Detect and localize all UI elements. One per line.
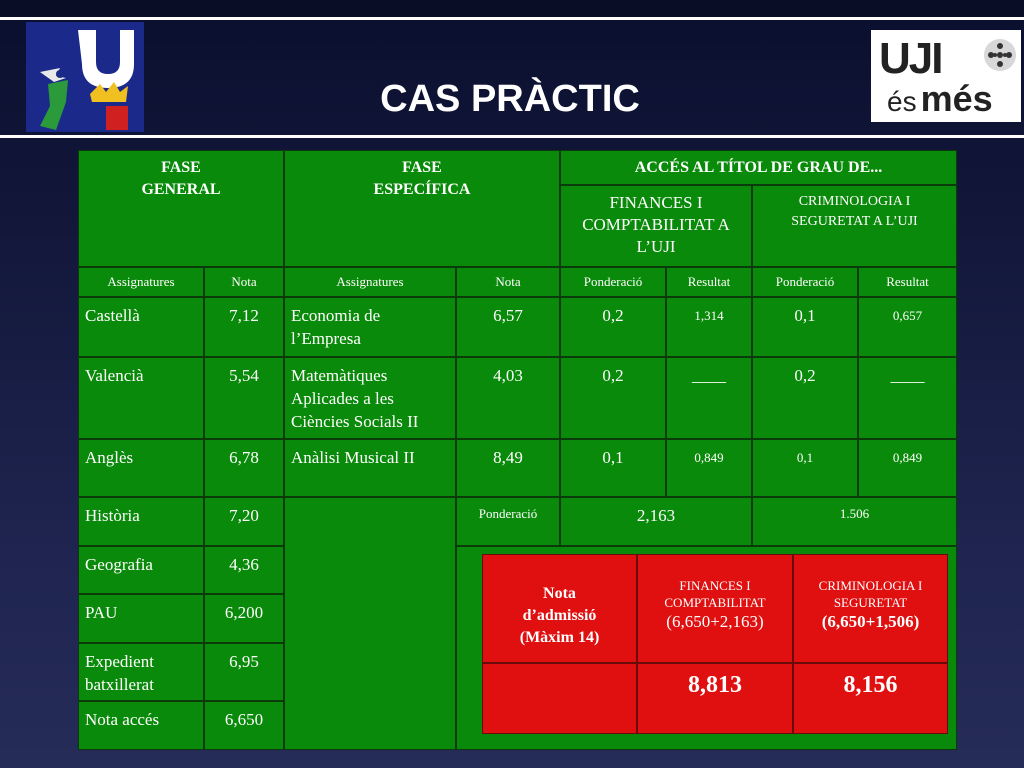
finances-ponderacio-3: 0,1 xyxy=(560,439,666,497)
plus-dots-icon xyxy=(984,39,1016,71)
subheader-ponderacio-criminologia: Ponderació xyxy=(752,267,858,297)
general-subject-1: Castellà xyxy=(78,297,204,357)
header-fase-general: FASE GENERAL xyxy=(78,150,284,267)
finances-resultat-1: 1,314 xyxy=(666,297,752,357)
header-acces: ACCÉS AL TÍTOL DE GRAU DE... xyxy=(560,150,957,185)
especifica-subject-3: Anàlisi Musical II xyxy=(284,439,456,497)
header-rule xyxy=(0,135,1024,138)
ponderacio-total-finances: 2,163 xyxy=(560,497,752,546)
page-title: CAS PRÀCTIC xyxy=(380,78,640,120)
admissio-criminologia-title: CRIMINOLOGIA I SEGURETAT xyxy=(818,578,923,610)
criminologia-ponderacio-1: 0,1 xyxy=(752,297,858,357)
subheader-assignatures-general: Assignatures xyxy=(78,267,204,297)
logo-text-uji: UJI xyxy=(879,34,944,83)
especifica-grade-2: 4,03 xyxy=(456,357,560,439)
general-grade-5: 4,36 xyxy=(204,546,284,594)
especifica-subject-1: Economia de l’Empresa xyxy=(284,297,456,357)
subheader-resultat-finances: Resultat xyxy=(666,267,752,297)
general-subject-5: Geografia xyxy=(78,546,204,594)
ponderacio-total-label: Ponderació xyxy=(456,497,560,546)
general-subject-2: Valencià xyxy=(78,357,204,439)
criminologia-ponderacio-2: 0,2 xyxy=(752,357,858,439)
logo-text-es-mes: és més xyxy=(887,78,993,119)
subheader-resultat-criminologia: Resultat xyxy=(858,267,957,297)
uji-es-mes-logo: UJI és més xyxy=(871,30,1021,122)
top-bar xyxy=(0,0,1024,18)
admissio-criminologia-header: CRIMINOLOGIA I SEGURETAT (6,650+1,506) xyxy=(793,554,948,663)
general-grade-1: 7,12 xyxy=(204,297,284,357)
header-criminologia: CRIMINOLOGIA I SEGURETAT A L’UJI xyxy=(752,185,957,267)
general-grade-2: 5,54 xyxy=(204,357,284,439)
subheader-assignatures-especifica: Assignatures xyxy=(284,267,456,297)
general-grade-3: 6,78 xyxy=(204,439,284,497)
especifica-grade-1: 6,57 xyxy=(456,297,560,357)
top-rule xyxy=(0,17,1024,20)
especifica-grade-3: 8,49 xyxy=(456,439,560,497)
subheader-nota-especifica: Nota xyxy=(456,267,560,297)
general-subject-7: Expedient batxillerat xyxy=(78,643,204,701)
ponderacio-total-criminologia: 1.506 xyxy=(752,497,957,546)
uji-art-logo xyxy=(26,22,144,132)
subheader-ponderacio-finances: Ponderació xyxy=(560,267,666,297)
criminologia-resultat-1: 0,657 xyxy=(858,297,957,357)
empty-block xyxy=(284,497,456,750)
admissio-criminologia-result: 8,156 xyxy=(793,663,948,734)
general-subject-3: Anglès xyxy=(78,439,204,497)
admissio-finances-result: 8,813 xyxy=(637,663,793,734)
general-grade-7: 6,95 xyxy=(204,643,284,701)
criminologia-ponderacio-3: 0,1 xyxy=(752,439,858,497)
general-subject-6: PAU xyxy=(78,594,204,643)
finances-resultat-3: 0,849 xyxy=(666,439,752,497)
admissio-criminologia-formula: (6,650+1,506) xyxy=(821,612,920,631)
criminologia-resultat-2: ____ xyxy=(858,357,957,439)
admissio-finances-title: FINANCES I COMPTABILITAT xyxy=(664,578,766,610)
general-subject-4: Història xyxy=(78,497,204,546)
general-grade-4: 7,20 xyxy=(204,497,284,546)
finances-ponderacio-1: 0,2 xyxy=(560,297,666,357)
general-grade-8: 6,650 xyxy=(204,701,284,750)
admissio-label: Nota d’admissió (Màxim 14) xyxy=(482,554,637,663)
admissio-finances-header: FINANCES I COMPTABILITAT (6,650+2,163) xyxy=(637,554,793,663)
especifica-subject-2: Matemàtiques Aplicades a les Ciències So… xyxy=(284,357,456,439)
finances-ponderacio-2: 0,2 xyxy=(560,357,666,439)
general-subject-8: Nota accés xyxy=(78,701,204,750)
header-fase-especifica: FASE ESPECÍFICA xyxy=(284,150,560,267)
header-finances: FINANCES I COMPTABILITAT A L’UJI xyxy=(560,185,752,267)
general-grade-6: 6,200 xyxy=(204,594,284,643)
criminologia-resultat-3: 0,849 xyxy=(858,439,957,497)
subheader-nota-general: Nota xyxy=(204,267,284,297)
admissio-finances-formula: (6,650+2,163) xyxy=(666,612,764,631)
admissio-empty-cell xyxy=(482,663,637,734)
finances-resultat-2: ____ xyxy=(666,357,752,439)
